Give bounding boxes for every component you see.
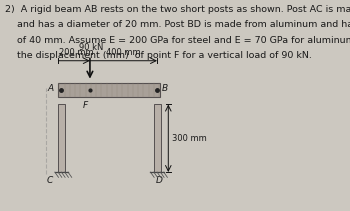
Text: 90 kN: 90 kN: [79, 43, 103, 52]
Text: of 40 mm. Assume E = 200 GPa for steel and E = 70 GPa for aluminum. Determine: of 40 mm. Assume E = 200 GPa for steel a…: [6, 36, 350, 45]
Text: the displacement (mm)  of point F for a vertical load of 90 kN.: the displacement (mm) of point F for a v…: [6, 51, 312, 60]
Text: F: F: [83, 101, 88, 110]
Text: and has a diameter of 20 mm. Post BD is made from aluminum and has a diameter: and has a diameter of 20 mm. Post BD is …: [6, 20, 350, 29]
Text: 300 mm: 300 mm: [172, 134, 207, 143]
Bar: [58, 83, 160, 97]
Text: C: C: [47, 176, 53, 185]
Text: 400 mm: 400 mm: [106, 48, 141, 57]
Text: 2)  A rigid beam AB rests on the two short posts as shown. Post AC is made from : 2) A rigid beam AB rests on the two shor…: [6, 4, 350, 14]
Bar: [58, 104, 65, 172]
Text: 200 mm: 200 mm: [60, 48, 94, 57]
Text: D: D: [156, 176, 163, 185]
Text: B: B: [162, 84, 168, 93]
Bar: [154, 104, 161, 172]
Text: A: A: [47, 84, 53, 93]
